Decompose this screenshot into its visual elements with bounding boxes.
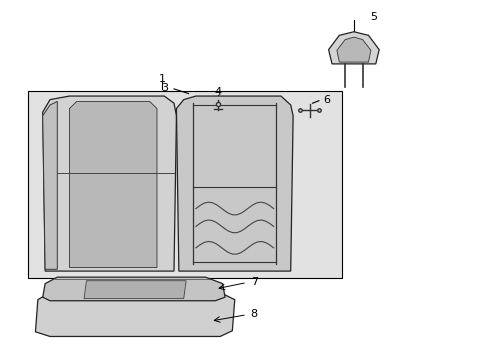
Text: 1: 1 <box>158 74 165 84</box>
Text: 8: 8 <box>250 309 257 319</box>
Text: 7: 7 <box>250 277 257 287</box>
Polygon shape <box>69 102 157 267</box>
Text: 3: 3 <box>161 83 167 93</box>
Polygon shape <box>84 281 186 298</box>
Text: 6: 6 <box>323 95 330 105</box>
Text: 2: 2 <box>83 127 90 137</box>
Polygon shape <box>328 32 378 64</box>
Text: 4: 4 <box>214 87 221 98</box>
Polygon shape <box>35 293 234 337</box>
Text: 5: 5 <box>369 13 376 22</box>
Polygon shape <box>336 37 370 62</box>
Polygon shape <box>42 102 57 269</box>
Bar <box>28 91 341 278</box>
Polygon shape <box>42 277 224 301</box>
Polygon shape <box>42 96 176 271</box>
Polygon shape <box>176 96 292 271</box>
